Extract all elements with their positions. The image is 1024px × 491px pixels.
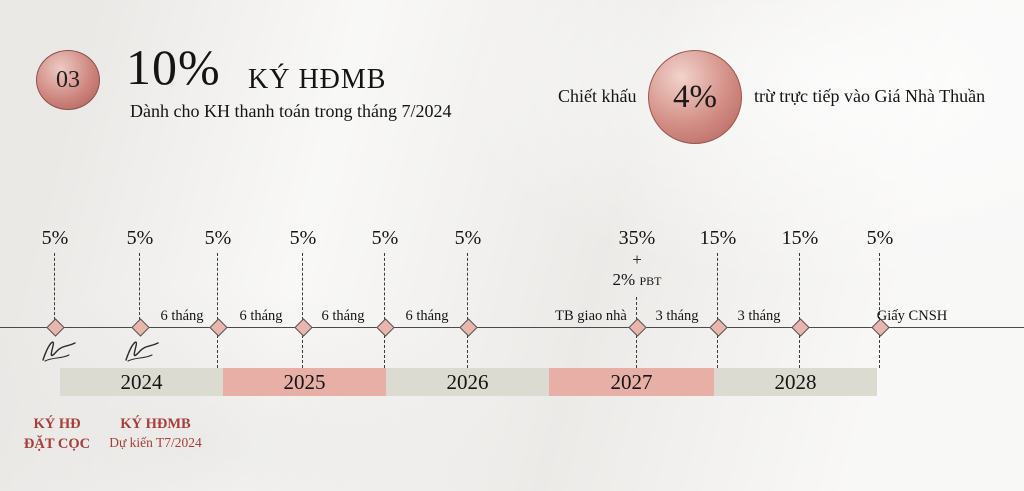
dashed-connector [717, 253, 718, 320]
year-segment-2024: 2024 [60, 368, 223, 396]
extra-percent: 2% [612, 269, 636, 289]
dashed-connector [217, 335, 218, 368]
milestone-diamond [46, 318, 65, 337]
footnote-deposit: KÝ HĐ ĐẶT CỌC [12, 414, 102, 455]
dashed-connector [384, 253, 385, 320]
year-label: 2024 [120, 369, 163, 394]
milestone-percent: 15% [781, 227, 819, 249]
milestone-percent: 5% [204, 227, 232, 249]
dashed-connector [879, 335, 880, 368]
footnote-line: KÝ HĐMB [120, 416, 191, 432]
discount-label: Chiết khấu [558, 86, 637, 106]
milestone-diamond [459, 318, 478, 337]
year-label: 2026 [446, 369, 489, 394]
year-segment-2025: 2025 [223, 368, 386, 396]
step-badge: 03 [36, 50, 100, 110]
dashed-connector [139, 253, 140, 320]
interval-label: TB giao nhà [555, 308, 627, 324]
milestone-percent: 35% [618, 227, 656, 249]
dashed-connector [879, 253, 880, 320]
extra-percent-note: PBT [639, 273, 662, 288]
year-segment-2028: 2028 [714, 368, 877, 396]
milestone-percent: 5% [866, 227, 894, 249]
extra-percent-row: 2% PBT [613, 270, 662, 290]
interval-label: 6 tháng [321, 308, 365, 324]
footnote-line: KÝ HĐ [33, 416, 81, 432]
milestone-diamond [791, 318, 810, 337]
dashed-connector [467, 253, 468, 320]
plus-sign: + [632, 250, 642, 269]
signature-icon [42, 341, 76, 362]
dashed-connector [636, 297, 637, 320]
dashed-connector [799, 253, 800, 320]
dashed-connector [302, 335, 303, 368]
dashed-connector [217, 253, 218, 320]
milestone-diamond [709, 318, 728, 337]
milestone-percent: 5% [454, 227, 482, 249]
dashed-connector [54, 253, 55, 320]
interval-label: 6 tháng [239, 308, 283, 324]
dashed-connector [636, 335, 637, 368]
milestone-diamond [209, 318, 228, 337]
milestone-percent: 15% [699, 227, 737, 249]
year-label: 2028 [774, 369, 817, 394]
discount-percent: 4% [673, 78, 717, 115]
dashed-connector [467, 335, 468, 368]
milestone-percent: 5% [126, 227, 154, 249]
headline-percent: 10% [126, 39, 221, 95]
milestone-diamond [131, 318, 150, 337]
year-segment-2027: 2027 [549, 368, 714, 396]
interval-label: 6 tháng [405, 308, 449, 324]
milestone-percent: 5% [289, 227, 317, 249]
discount-badge: 4% [648, 50, 742, 144]
footnote-contract: KÝ HĐMB Dự kiến T7/2024 [103, 414, 208, 453]
milestone-percent: 5% [371, 227, 399, 249]
milestone-diamond [628, 318, 647, 337]
interval-label: Giấy CNSH [876, 308, 948, 324]
footnote-line: Dự kiến T7/2024 [109, 435, 202, 451]
headline-subtitle: Dành cho KH thanh toán trong tháng 7/202… [130, 101, 452, 121]
interval-label: 3 tháng [737, 308, 781, 324]
milestone-percent-stacked: 35% + 2% PBT [613, 227, 662, 289]
step-number: 03 [56, 66, 80, 93]
footnote-line: ĐẶT CỌC [23, 436, 91, 453]
discount-note: trừ trực tiếp vào Giá Nhà Thuần [754, 86, 986, 106]
milestone-diamond [294, 318, 313, 337]
year-label: 2025 [283, 369, 326, 394]
interval-label: 3 tháng [655, 308, 699, 324]
milestone-percent: 5% [41, 227, 69, 249]
interval-label: 6 tháng [160, 308, 204, 324]
dashed-connector [302, 253, 303, 320]
timeline-axis [0, 327, 1024, 328]
dashed-connector [384, 335, 385, 368]
year-label: 2027 [610, 369, 653, 394]
dashed-connector [799, 335, 800, 368]
dashed-connector [717, 335, 718, 368]
signature-icon [125, 341, 159, 362]
headline-title: KÝ HĐMB [248, 64, 387, 95]
milestone-diamond [376, 318, 395, 337]
year-segment-2026: 2026 [386, 368, 549, 396]
